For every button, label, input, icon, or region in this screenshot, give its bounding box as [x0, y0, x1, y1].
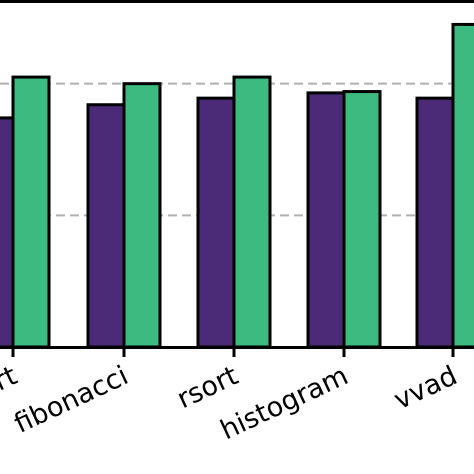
bar-series0-histogram: [306, 91, 346, 349]
bar-series0-qsort: [0, 116, 15, 349]
x-tick-label-fibonacci: fibonacci: [10, 360, 133, 439]
x-tick-label-rsort: rsort: [172, 360, 243, 415]
bar-series1-fibonacci: [122, 82, 162, 349]
x-ticks: [11, 348, 455, 357]
x-tick-label-histogram: histogram: [216, 360, 353, 446]
axes: [0, 0, 474, 349]
bar-series1-qsort: [11, 75, 51, 349]
bars: [0, 22, 474, 349]
bar-series1-histogram: [342, 90, 382, 349]
bar-series0-rsort: [196, 96, 236, 349]
bar-series1-rsort: [232, 75, 272, 349]
x-tick-label-vvadd: vvad: [389, 360, 462, 416]
bar-series0-vvadd: [415, 96, 455, 349]
x-tick-label-qsort: sort: [0, 360, 22, 410]
grid-lines: [0, 82, 474, 217]
bar-series1-vvadd: [451, 22, 474, 349]
bar-series0-fibonacci: [86, 103, 126, 349]
